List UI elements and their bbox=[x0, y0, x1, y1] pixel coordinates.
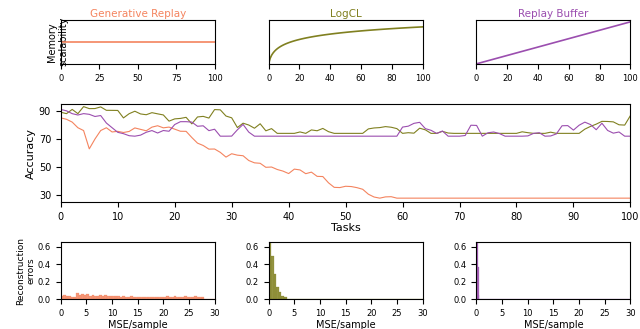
Bar bbox=[76, 293, 79, 299]
Bar bbox=[194, 296, 196, 299]
Bar bbox=[94, 296, 97, 299]
Bar bbox=[74, 297, 76, 299]
Bar bbox=[186, 297, 189, 299]
Bar bbox=[153, 297, 156, 299]
Bar bbox=[122, 296, 125, 299]
Bar bbox=[109, 296, 112, 299]
Bar bbox=[145, 297, 148, 299]
Bar bbox=[269, 219, 271, 299]
Bar bbox=[102, 296, 104, 299]
Bar bbox=[189, 297, 191, 299]
Title: Generative Replay: Generative Replay bbox=[90, 9, 186, 19]
Bar bbox=[107, 296, 109, 299]
Bar bbox=[135, 297, 138, 299]
Bar bbox=[92, 295, 94, 299]
Bar bbox=[104, 295, 107, 299]
Bar bbox=[99, 295, 102, 299]
Bar bbox=[112, 296, 115, 299]
Bar bbox=[284, 297, 287, 299]
Bar bbox=[179, 297, 181, 299]
Y-axis label: Reconstruction
errors: Reconstruction errors bbox=[15, 237, 35, 305]
Title: Replay Buffer: Replay Buffer bbox=[518, 9, 589, 19]
Bar bbox=[117, 296, 120, 299]
Bar bbox=[202, 297, 205, 299]
Bar bbox=[140, 297, 143, 299]
Bar bbox=[125, 297, 127, 299]
X-axis label: MSE/sample: MSE/sample bbox=[316, 319, 376, 329]
Bar bbox=[158, 297, 161, 299]
Bar bbox=[84, 295, 86, 299]
Title: LogCL: LogCL bbox=[330, 9, 362, 19]
Bar bbox=[196, 297, 199, 299]
Bar bbox=[97, 296, 99, 299]
Bar bbox=[63, 295, 66, 299]
Bar bbox=[184, 296, 186, 299]
Bar bbox=[81, 294, 84, 299]
X-axis label: MSE/sample: MSE/sample bbox=[524, 319, 583, 329]
Bar bbox=[66, 296, 68, 299]
Bar bbox=[86, 294, 89, 299]
Bar bbox=[181, 297, 184, 299]
Bar bbox=[127, 297, 130, 299]
Bar bbox=[176, 297, 179, 299]
Y-axis label: Memory
scalability: Memory scalability bbox=[47, 17, 69, 66]
Bar bbox=[138, 296, 140, 299]
Bar bbox=[130, 296, 132, 299]
Bar bbox=[68, 296, 71, 299]
Bar bbox=[171, 297, 173, 299]
Bar bbox=[132, 296, 135, 299]
Bar bbox=[276, 287, 279, 299]
Bar bbox=[148, 297, 150, 299]
Bar bbox=[271, 256, 274, 299]
Bar bbox=[274, 274, 276, 299]
Bar bbox=[143, 297, 145, 299]
Bar bbox=[71, 297, 74, 299]
Bar bbox=[61, 295, 63, 299]
Y-axis label: Accuracy: Accuracy bbox=[26, 128, 36, 179]
Bar bbox=[173, 296, 176, 299]
Bar bbox=[89, 296, 92, 299]
Bar bbox=[115, 296, 117, 299]
Bar bbox=[161, 297, 163, 299]
Bar bbox=[79, 294, 81, 299]
Bar bbox=[168, 297, 171, 299]
Bar bbox=[166, 296, 168, 299]
Bar bbox=[282, 296, 284, 299]
Bar bbox=[163, 297, 166, 299]
X-axis label: Tasks: Tasks bbox=[331, 223, 360, 234]
Bar bbox=[191, 296, 194, 299]
Bar bbox=[279, 292, 282, 299]
Bar bbox=[199, 296, 202, 299]
Bar bbox=[156, 297, 158, 299]
X-axis label: MSE/sample: MSE/sample bbox=[108, 319, 168, 329]
Bar bbox=[120, 297, 122, 299]
Bar bbox=[150, 296, 153, 299]
